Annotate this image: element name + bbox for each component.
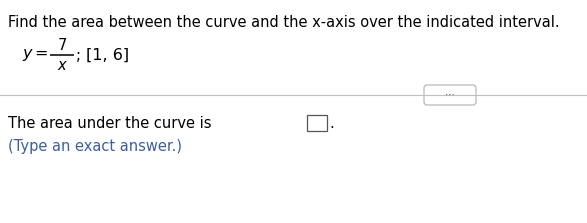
Text: ⋯: ⋯ bbox=[445, 90, 455, 100]
Text: x: x bbox=[58, 58, 66, 74]
Text: .: . bbox=[329, 116, 334, 130]
Text: Find the area between the curve and the x-axis over the indicated interval.: Find the area between the curve and the … bbox=[8, 15, 559, 30]
Text: The area under the curve is: The area under the curve is bbox=[8, 116, 211, 130]
Text: [1, 6]: [1, 6] bbox=[86, 47, 129, 62]
Text: $y=$: $y=$ bbox=[22, 47, 49, 63]
Text: 7: 7 bbox=[58, 37, 67, 52]
Text: ;: ; bbox=[76, 47, 81, 62]
Text: (Type an exact answer.): (Type an exact answer.) bbox=[8, 140, 182, 155]
FancyBboxPatch shape bbox=[307, 115, 327, 131]
FancyBboxPatch shape bbox=[424, 85, 476, 105]
